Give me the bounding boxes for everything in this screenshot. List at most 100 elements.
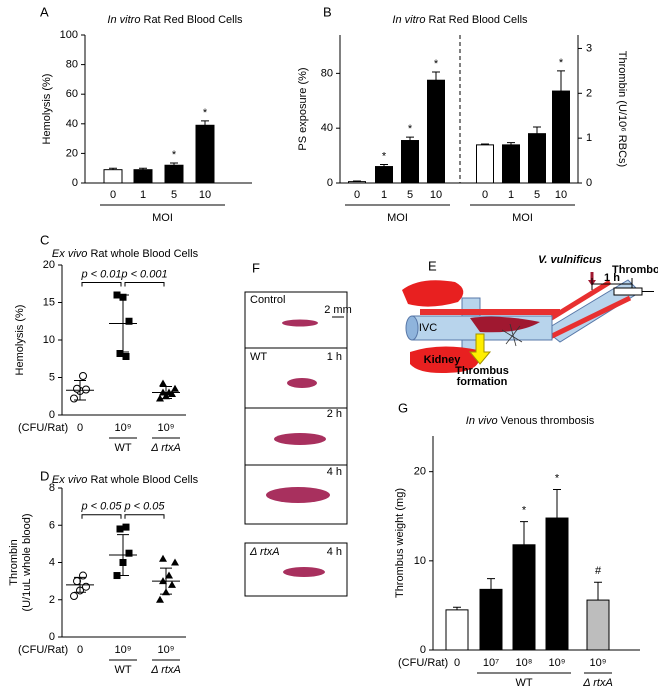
x-tick-label: 1 — [508, 189, 514, 201]
point — [70, 592, 78, 601]
group-label: Δ rtxA — [150, 664, 181, 676]
error-bar — [487, 578, 495, 590]
x-tick-label: 0 — [110, 189, 116, 201]
image-label: WT — [250, 351, 267, 363]
bar — [401, 140, 419, 184]
panel-f-clots — [266, 319, 330, 577]
x-tick-label: 10⁹ — [158, 644, 175, 656]
thrombus-image — [287, 378, 317, 388]
panel-letter: A — [40, 5, 49, 20]
annotation: * — [555, 473, 560, 485]
image-label: 4 h — [327, 546, 342, 558]
thrombus — [470, 316, 540, 333]
comparison-bracket — [124, 514, 165, 519]
error-bar — [406, 136, 414, 141]
x-tick-label: 10⁹ — [549, 657, 566, 669]
annotation: * — [382, 151, 387, 163]
annotation: * — [522, 505, 527, 517]
point — [122, 523, 130, 531]
bar — [427, 79, 445, 184]
sd-bar — [160, 386, 172, 399]
point — [171, 384, 179, 392]
sd-bar — [160, 567, 172, 595]
bar — [195, 124, 215, 184]
error-bar — [170, 162, 178, 166]
bar — [476, 144, 494, 184]
group-label: Δ rtxA — [582, 677, 613, 689]
panel-letter: F — [252, 261, 260, 276]
error-bar — [453, 606, 461, 610]
y-tick-label: 0 — [49, 409, 55, 421]
title-text: Rat Red Blood Cells — [429, 14, 529, 26]
label: Kidney — [424, 354, 462, 366]
y-tick-label: 40 — [66, 118, 78, 130]
bar — [375, 166, 393, 184]
x-tick-label: 0 — [77, 422, 83, 434]
x-tick-label: 10⁹ — [115, 644, 132, 656]
y2-tick-label: 1 — [586, 132, 592, 144]
annotation: * — [408, 123, 413, 135]
x-tick-label: 10⁷ — [483, 657, 499, 669]
x-tick-label: 5 — [534, 189, 540, 201]
comparison-label: p < 0.05 — [80, 501, 122, 513]
y2-tick-label: 2 — [586, 87, 592, 99]
ivc-end — [405, 315, 419, 341]
bar — [445, 609, 469, 651]
point — [79, 571, 87, 580]
comparison-label: p < 0.001 — [120, 269, 167, 281]
kidney — [410, 346, 480, 373]
y-tick-label: 80 — [321, 67, 333, 79]
arrow — [468, 333, 492, 365]
x-tick-label: 0 — [354, 189, 360, 201]
y-tick-label: 6 — [49, 519, 55, 531]
y-tick-label: 4 — [49, 557, 55, 569]
bar — [164, 164, 184, 184]
title-text: Rat whole Blood Cells — [90, 474, 198, 486]
panel-letter: C — [40, 233, 49, 248]
y-axis-label: PS exposure (%) — [297, 67, 309, 150]
group-label: WT — [114, 442, 131, 454]
bar — [512, 544, 536, 651]
y-tick-label: 5 — [49, 372, 55, 384]
image-frame — [244, 347, 348, 525]
x-tick-label: 10 — [555, 189, 567, 201]
label: V. vulnificus — [538, 254, 602, 266]
y-axis-label: Hemolysis (%) — [41, 74, 53, 145]
error-bar — [432, 71, 440, 81]
panel-letter: D — [40, 469, 49, 484]
point — [125, 549, 133, 557]
label: Thromboplastin — [612, 264, 658, 276]
x-axis-label: (CFU/Rat) — [398, 657, 448, 669]
kidney — [402, 280, 464, 307]
x-tick-label: 5 — [407, 189, 413, 201]
annotation: * — [559, 57, 564, 69]
panel-f-frames — [244, 291, 348, 597]
title-italic: Ex vivo — [52, 474, 87, 486]
title-italic: In vitro — [392, 14, 425, 26]
comparison-bracket — [81, 282, 122, 287]
y-tick-label: 2 — [49, 594, 55, 606]
x-tick-label: 10⁸ — [516, 657, 533, 669]
point — [168, 580, 176, 588]
thrombus-image — [266, 487, 330, 503]
panel-letter: B — [323, 5, 332, 20]
panel-e-diagram: E — [402, 259, 654, 373]
bar — [586, 599, 610, 651]
label: Thrombus — [455, 365, 509, 377]
point — [82, 582, 90, 591]
y-tick-label: 80 — [66, 59, 78, 71]
sd-bar — [117, 294, 129, 353]
x-tick-label: 10⁹ — [158, 422, 175, 434]
chart-title: In vitro Rat Red Blood Cells — [392, 14, 528, 26]
y-tick-label: 10 — [414, 555, 426, 567]
error-bar — [201, 120, 209, 126]
x-axis-label: MOI — [512, 212, 533, 224]
error-bar — [557, 70, 565, 92]
x-tick-label: 10 — [199, 189, 211, 201]
point — [156, 595, 164, 603]
error-bar — [109, 167, 117, 170]
y-axis-label: Thrombin — [8, 539, 20, 585]
panel-letter: G — [398, 401, 408, 416]
point — [159, 554, 167, 562]
